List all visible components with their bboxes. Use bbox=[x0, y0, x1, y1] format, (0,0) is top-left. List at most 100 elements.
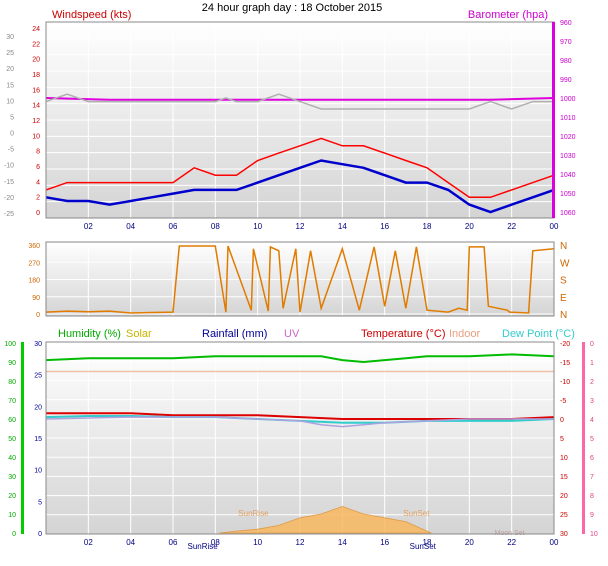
uv-tick-label: 6 bbox=[590, 455, 594, 462]
humidity-line bbox=[45, 353, 555, 364]
annotation-label: SunSet bbox=[403, 509, 430, 518]
windspeed-line bbox=[45, 159, 555, 214]
uv-line bbox=[45, 416, 554, 428]
secondary-tick-label: 5 bbox=[10, 114, 14, 121]
humidity-tick-label: 0 bbox=[12, 531, 16, 538]
direction-tick-label: 0 bbox=[36, 312, 40, 319]
temp-panel-axes: 02 04 06 08 10 12 14 16 18 20 22 000102030405060708… bbox=[4, 341, 598, 547]
temperature-tick-label: -15 bbox=[560, 360, 570, 367]
x-tick-label: 00 bbox=[550, 538, 559, 547]
uv-axis-bar bbox=[582, 342, 585, 534]
barometer-tick-label: 980 bbox=[560, 58, 572, 65]
windspeed-tick-label: 20 bbox=[32, 57, 40, 64]
secondary-tick-label: 15 bbox=[6, 82, 14, 89]
rainfall-tick-label: 10 bbox=[34, 468, 42, 475]
windspeed-tick-label: 0 bbox=[36, 210, 40, 217]
solar-area bbox=[219, 505, 432, 534]
uv-tick-label: 10 bbox=[590, 531, 598, 538]
rainfall-label: Rainfall (mm) bbox=[202, 328, 267, 340]
temperature-tick-label: 20 bbox=[560, 493, 568, 500]
x-tick-label: 22 bbox=[507, 222, 516, 231]
temperature-tick-label: -20 bbox=[560, 341, 570, 348]
solar-label: Solar bbox=[126, 328, 152, 340]
average-wind-line bbox=[45, 93, 554, 110]
windspeed-tick-label: 12 bbox=[32, 118, 40, 125]
windspeed-tick-label: 22 bbox=[32, 41, 40, 48]
x-tick-label: 16 bbox=[380, 538, 389, 547]
direction-tick-label: 270 bbox=[28, 260, 40, 267]
secondary-tick-label: 25 bbox=[6, 50, 14, 57]
x-tick-label: 12 bbox=[296, 538, 305, 547]
compass-tick-label: N bbox=[560, 310, 567, 321]
uv-tick-label: 7 bbox=[590, 474, 594, 481]
temperature-tick-label: 15 bbox=[560, 474, 568, 481]
compass-tick-label: E bbox=[560, 293, 567, 304]
temperature-tick-label: 10 bbox=[560, 455, 568, 462]
temperature-tick-label: 25 bbox=[560, 512, 568, 519]
temp-panel-series bbox=[45, 353, 555, 534]
rainfall-tick-label: 5 bbox=[38, 499, 42, 506]
wind-panel-series bbox=[45, 93, 555, 214]
humidity-tick-label: 80 bbox=[8, 379, 16, 386]
humidity-tick-label: 10 bbox=[8, 512, 16, 519]
rainfall-tick-label: 25 bbox=[34, 373, 42, 380]
x-tick-label: 04 bbox=[126, 538, 135, 547]
secondary-tick-label: -10 bbox=[4, 163, 14, 170]
x-tick-label: 08 bbox=[211, 222, 220, 231]
barometer-tick-label: 1010 bbox=[560, 115, 576, 122]
x-tick-label: 02 bbox=[84, 538, 93, 547]
wind-direction-line bbox=[45, 245, 555, 314]
uv-tick-label: 3 bbox=[590, 398, 594, 405]
humidity-tick-label: 60 bbox=[8, 417, 16, 424]
barometer-axis-bar bbox=[552, 22, 555, 218]
compass-tick-label: W bbox=[560, 258, 570, 269]
humidity-tick-label: 90 bbox=[8, 360, 16, 367]
windspeed-tick-label: 16 bbox=[32, 87, 40, 94]
secondary-tick-label: 0 bbox=[10, 131, 14, 138]
gust-line bbox=[45, 137, 555, 199]
page-title: 24 hour graph day : 18 October 2015 bbox=[202, 2, 382, 14]
secondary-tick-label: -15 bbox=[4, 179, 14, 186]
annotation-label: SunRise bbox=[238, 509, 269, 518]
uv-tick-label: 9 bbox=[590, 512, 594, 519]
barometer-tick-label: 990 bbox=[560, 77, 572, 84]
barometer-label: Barometer (hpa) bbox=[468, 9, 548, 21]
windspeed-tick-label: 2 bbox=[36, 195, 40, 202]
uv-tick-label: 5 bbox=[590, 436, 594, 443]
temperature-tick-label: -5 bbox=[560, 398, 566, 405]
uv-tick-label: 2 bbox=[590, 379, 594, 386]
annotation-label: SunSet bbox=[410, 542, 437, 551]
rainfall-tick-label: 0 bbox=[38, 531, 42, 538]
secondary-tick-label: 10 bbox=[6, 98, 14, 105]
x-tick-label: 22 bbox=[507, 538, 516, 547]
x-tick-label: 18 bbox=[423, 222, 432, 231]
barometer-tick-label: 970 bbox=[560, 39, 572, 46]
x-tick-label: 18 bbox=[423, 538, 432, 547]
dewpoint-label: Dew Point (°C) bbox=[502, 328, 575, 340]
barometer-tick-label: 1050 bbox=[560, 191, 576, 198]
direction-tick-label: 180 bbox=[28, 278, 40, 285]
temperature-tick-label: 30 bbox=[560, 531, 568, 538]
barometer-tick-label: 1020 bbox=[560, 134, 576, 141]
barometer-tick-label: 960 bbox=[560, 20, 572, 27]
wind-panel-axes: 02 04 06 08 10 12 14 16 18 20 22 000246810121416182… bbox=[4, 20, 576, 231]
barometer-tick-label: 1030 bbox=[560, 153, 576, 160]
barometer-tick-label: 1060 bbox=[560, 210, 576, 217]
secondary-tick-label: -20 bbox=[4, 195, 14, 202]
x-tick-label: 06 bbox=[169, 538, 178, 547]
barometer-line bbox=[45, 97, 555, 101]
x-tick-label: 14 bbox=[338, 538, 347, 547]
barometer-tick-label: 1000 bbox=[560, 96, 576, 103]
uv-tick-label: 8 bbox=[590, 493, 594, 500]
annotation-label: SunRise bbox=[188, 542, 219, 551]
x-tick-label: 10 bbox=[253, 222, 262, 231]
windspeed-tick-label: 6 bbox=[36, 164, 40, 171]
uv-tick-label: 4 bbox=[590, 417, 594, 424]
compass-tick-label: S bbox=[560, 276, 567, 287]
x-tick-label: 10 bbox=[253, 538, 262, 547]
x-tick-label: 02 bbox=[84, 222, 93, 231]
humidity-tick-label: 20 bbox=[8, 493, 16, 500]
x-tick-label: 16 bbox=[380, 222, 389, 231]
